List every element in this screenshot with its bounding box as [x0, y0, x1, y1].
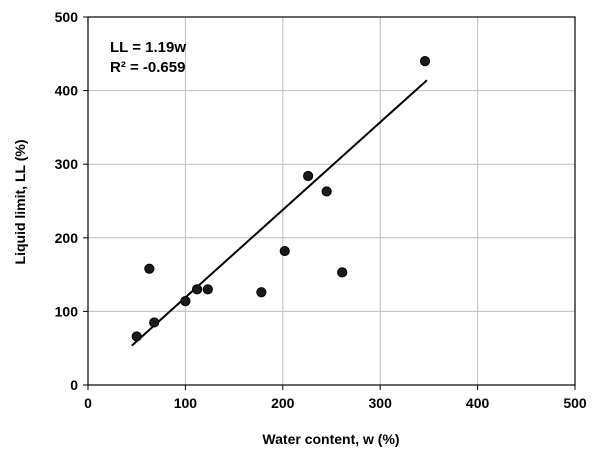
data-point-10 — [337, 267, 348, 278]
plot-area — [87, 16, 576, 386]
y-tick-label-3: 300 — [55, 156, 79, 172]
data-point-1 — [144, 263, 155, 274]
x-axis-ticks: 0 100 200 300 400 500 — [84, 385, 587, 411]
x-tick-label-2: 200 — [271, 395, 295, 411]
x-tick-label-0: 0 — [84, 395, 92, 411]
r-squared-annotation: R² = -0.659 — [110, 59, 185, 76]
data-point-3 — [180, 295, 191, 307]
data-point-5 — [202, 284, 213, 295]
data-point-2 — [149, 317, 160, 328]
data-point-8 — [303, 170, 314, 182]
x-axis-title: Water content, w (%) — [262, 431, 399, 447]
data-point-7 — [279, 245, 290, 257]
data-point-9 — [321, 186, 332, 197]
data-point-6 — [256, 287, 267, 298]
x-tick-label-3: 300 — [369, 395, 393, 411]
x-tick-label-5: 500 — [563, 395, 587, 411]
trendline — [131, 79, 428, 347]
y-axis-title: Liquid limit, LL (%) — [12, 140, 28, 265]
x-tick-label-1: 100 — [174, 395, 198, 411]
y-tick-label-5: 500 — [55, 9, 79, 25]
data-point-11 — [419, 56, 431, 67]
y-tick-label-2: 200 — [55, 230, 79, 246]
x-tick-label-4: 400 — [466, 395, 490, 411]
y-tick-label-0: 0 — [70, 377, 78, 393]
data-points — [131, 56, 431, 342]
equation-annotation: LL = 1.19w — [110, 39, 186, 56]
y-axis-ticks: 0 100 200 300 400 500 — [55, 9, 88, 393]
y-tick-label-4: 400 — [55, 83, 79, 99]
data-point-4 — [191, 284, 203, 295]
y-tick-label-1: 100 — [55, 303, 79, 319]
data-point-0 — [131, 331, 142, 342]
